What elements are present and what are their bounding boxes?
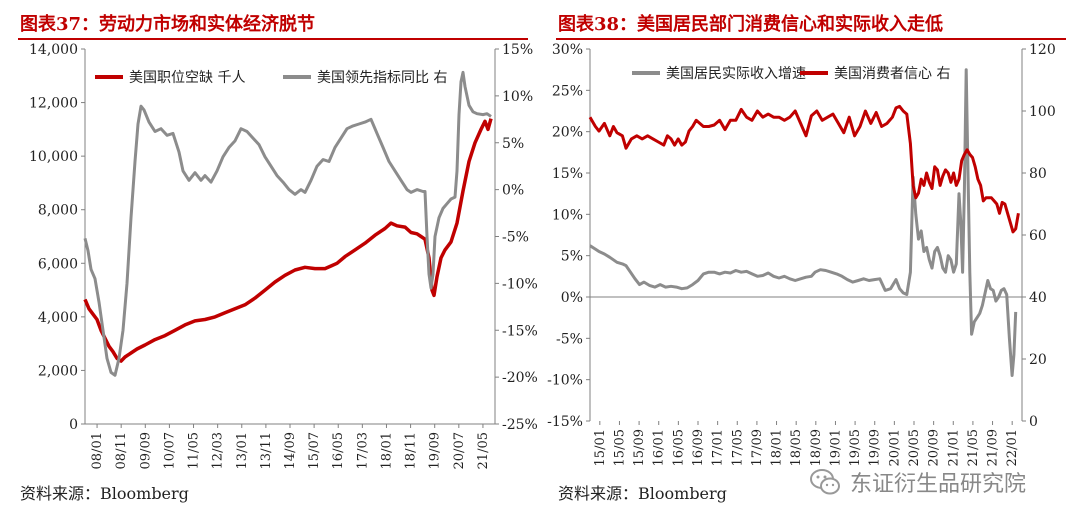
- right-x-tick-label: 18/01: [770, 429, 785, 466]
- right-right-tick-label: 0: [1029, 414, 1038, 430]
- left-x-tick-label: 10/07: [162, 432, 177, 469]
- right-x-tick-label: 20/09: [927, 429, 942, 466]
- right-legend-label-1: 美国消费者信心 右: [834, 66, 950, 82]
- left-series-line-1: [83, 70, 492, 377]
- left-x-tick-label: 21/05: [476, 432, 491, 469]
- left-x-tick-label: 08/01: [90, 432, 105, 469]
- right-series-line-0: [589, 68, 1018, 377]
- left-x-tick-label: 20/07: [452, 432, 467, 469]
- left-right-tick-label: -15%: [502, 323, 538, 339]
- left-left-tick-label: 12,000: [29, 96, 78, 112]
- right-left-tick-label: 5%: [561, 249, 583, 265]
- right-left-tick-label: 15%: [552, 166, 583, 182]
- right-series-line-1: [588, 104, 1020, 234]
- left-left-tick-label: 8,000: [38, 203, 78, 219]
- left-legend-label-1: 美国领先指标同比 右: [317, 70, 447, 86]
- right-left-tick-label: 20%: [552, 125, 583, 141]
- left-x-tick-label: 18/11: [404, 432, 419, 469]
- left-title-rule: [18, 38, 528, 40]
- left-left-tick-label: 4,000: [38, 310, 78, 326]
- right-right-tick-label: 20: [1029, 352, 1047, 368]
- left-x-tick-label: 17/03: [355, 432, 370, 469]
- left-chart-title: 图表37：劳动力市场和实体经济脱节: [20, 14, 316, 35]
- right-left-tick-label: -10%: [547, 373, 583, 389]
- left-x-tick-label: 19/09: [428, 432, 443, 469]
- left-x-tick-label: 08/11: [114, 432, 129, 469]
- left-right-tick-label: 15%: [502, 42, 533, 58]
- right-left-tick-label: 30%: [552, 42, 583, 58]
- right-x-tick-label: 22/01: [1005, 429, 1020, 466]
- left-series-line-0: [83, 118, 493, 363]
- right-left-tick-label: -5%: [556, 331, 583, 347]
- left-left-tick-label: 6,000: [38, 256, 78, 272]
- right-x-tick-label: 19/01: [828, 429, 843, 466]
- right-x-tick-label: 20/05: [907, 429, 922, 466]
- left-x-tick-label: 11/05: [187, 432, 202, 469]
- right-x-tick-label: 21/09: [986, 429, 1001, 466]
- left-right-tick-label: 10%: [502, 89, 533, 105]
- right-source: 资料来源：Bloomberg: [558, 484, 727, 503]
- right-x-tick-label: 15/01: [593, 429, 608, 466]
- left-x-tick-label: 18/01: [379, 432, 394, 469]
- right-x-tick-label: 19/05: [848, 429, 863, 466]
- right-left-tick-label: 25%: [552, 83, 583, 99]
- left-x-tick-label: 15/07: [307, 432, 322, 469]
- right-x-tick-label: 18/05: [789, 429, 804, 466]
- right-chart: -15% -10% -5% 0% 5% 10% 15% 20% 25% 30% 0 20 40 60 80 1…: [547, 42, 1056, 466]
- left-left-tick-label: 2,000: [38, 363, 78, 379]
- right-title-rule: [556, 38, 1066, 40]
- right-x-tick-label: 19/09: [868, 429, 883, 466]
- left-source: 资料来源：Bloomberg: [20, 484, 189, 503]
- right-right-tick-label: 100: [1029, 104, 1056, 120]
- right-chart-title: 图表38：美国居民部门消费信心和实际收入走低: [558, 14, 944, 35]
- right-left-tick-label: 10%: [552, 207, 583, 223]
- left-right-tick-label: -5%: [502, 230, 529, 246]
- right-x-tick-label: 21/05: [966, 429, 981, 466]
- left-left-tick-label: 0: [69, 417, 78, 433]
- left-right-tick-label: -20%: [502, 370, 538, 386]
- left-x-tick-label: 13/01: [235, 432, 250, 469]
- wechat-icon: [810, 469, 840, 495]
- left-right-tick-label: -10%: [502, 276, 538, 292]
- right-left-tick-label: 0%: [561, 290, 583, 306]
- right-x-tick-label: 17/05: [730, 429, 745, 466]
- right-right-tick-label: 60: [1029, 228, 1047, 244]
- right-x-tick-label: 15/09: [632, 429, 647, 466]
- right-x-tick-label: 20/01: [887, 429, 902, 466]
- right-x-tick-label: 17/01: [711, 429, 726, 466]
- left-legend-label-0: 美国职位空缺 千人: [129, 70, 245, 86]
- left-x-tick-label: 14/09: [283, 432, 298, 469]
- right-right-tick-label: 40: [1029, 290, 1047, 306]
- right-x-tick-label: 16/01: [652, 429, 667, 466]
- right-x-tick-label: 17/09: [750, 429, 765, 466]
- right-x-tick-label: 16/05: [671, 429, 686, 466]
- left-x-tick-label: 13/11: [259, 432, 274, 469]
- left-x-tick-label: 16/05: [331, 432, 346, 469]
- right-x-tick-label: 21/01: [946, 429, 961, 466]
- right-x-tick-label: 18/09: [809, 429, 824, 466]
- left-right-tick-label: -25%: [502, 417, 538, 433]
- left-left-tick-label: 10,000: [29, 149, 78, 165]
- left-x-tick-label: 09/09: [138, 432, 153, 469]
- watermark-text: 东证衍生品研究院: [850, 472, 1027, 497]
- right-left-tick-label: -15%: [547, 414, 583, 430]
- right-legend-label-0: 美国居民实际收入增速: [666, 66, 806, 82]
- left-left-tick-label: 14,000: [29, 42, 78, 58]
- right-x-tick-label: 15/05: [612, 429, 627, 466]
- left-right-tick-label: 5%: [502, 136, 524, 152]
- left-chart: 0 2,000 4,000 6,000 8,000 10,000 12,000 14,000 -…: [29, 42, 538, 469]
- left-x-tick-label: 12/03: [211, 432, 226, 469]
- left-right-tick-label: 0%: [502, 183, 524, 199]
- right-right-tick-label: 80: [1029, 166, 1047, 182]
- right-x-tick-label: 16/09: [691, 429, 706, 466]
- right-right-tick-label: 120: [1029, 42, 1056, 58]
- watermark: 东证衍生品研究院: [808, 458, 1058, 506]
